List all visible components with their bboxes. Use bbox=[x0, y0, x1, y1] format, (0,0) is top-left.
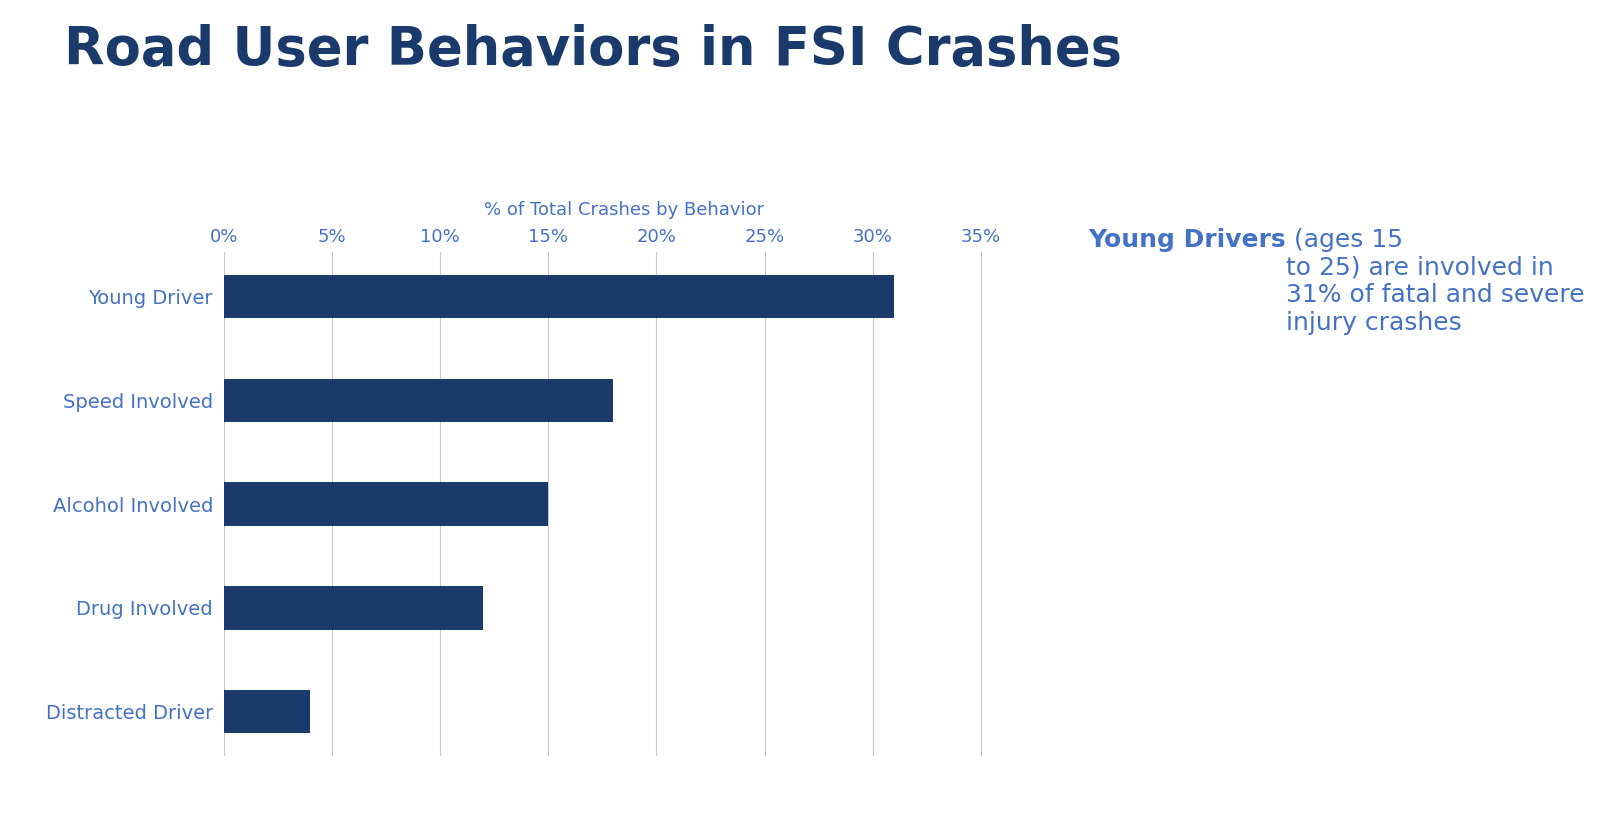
Text: (ages 15
to 25) are involved in
31% of fatal and severe
injury crashes: (ages 15 to 25) are involved in 31% of f… bbox=[1286, 228, 1584, 335]
Text: Young Drivers: Young Drivers bbox=[1088, 228, 1286, 252]
X-axis label: % of Total Crashes by Behavior: % of Total Crashes by Behavior bbox=[483, 201, 765, 219]
Bar bbox=[224, 379, 613, 422]
Bar bbox=[224, 275, 894, 319]
Bar bbox=[224, 689, 310, 733]
Bar bbox=[224, 586, 483, 629]
Text: Road User Behaviors in FSI Crashes: Road User Behaviors in FSI Crashes bbox=[64, 24, 1122, 76]
Bar bbox=[224, 482, 549, 526]
